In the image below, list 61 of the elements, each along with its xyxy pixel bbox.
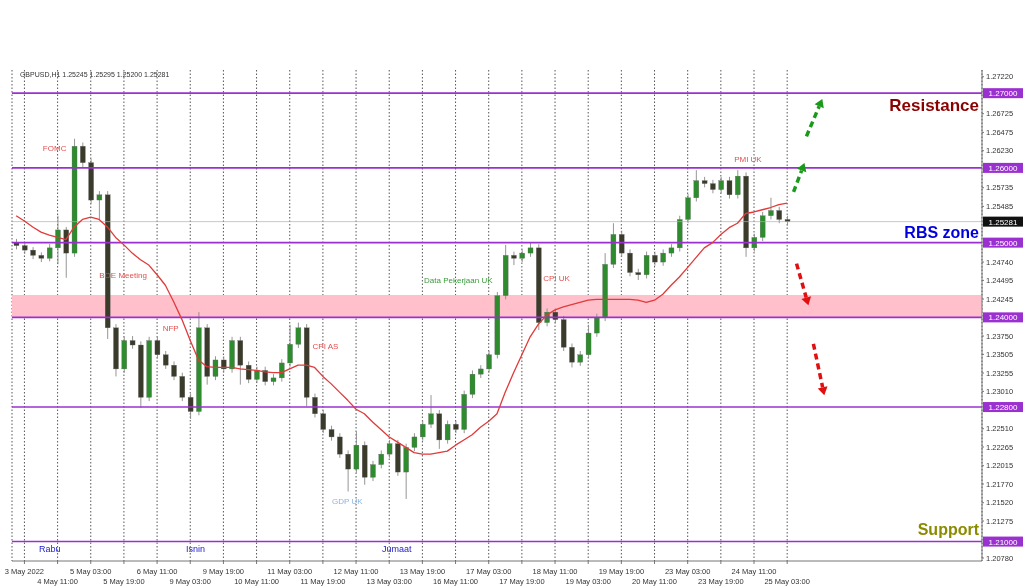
candlestick xyxy=(171,361,177,381)
candlestick xyxy=(585,324,592,359)
candlestick xyxy=(760,211,766,242)
candlestick xyxy=(643,251,650,279)
ref-line-label: 1.24000 xyxy=(988,313,1019,323)
candlestick xyxy=(652,251,658,267)
candlestick xyxy=(345,449,351,492)
annotation: RBS zone xyxy=(904,223,980,241)
candlestick xyxy=(619,230,625,258)
candlestick xyxy=(511,251,517,266)
annotation: Rabu xyxy=(38,544,61,555)
candlestick xyxy=(726,176,733,199)
candlestick xyxy=(569,343,575,368)
annotation: PMI UK xyxy=(734,155,763,164)
candlestick xyxy=(453,420,459,434)
ref-line-label: 1.22800 xyxy=(988,403,1019,413)
candlestick xyxy=(312,393,318,418)
candlestick xyxy=(154,336,161,359)
candlestick xyxy=(187,393,194,420)
annotation: CPI UK xyxy=(543,273,571,283)
candlestick xyxy=(370,460,376,482)
candlestick xyxy=(594,313,600,338)
candlestick xyxy=(337,432,343,459)
candlestick xyxy=(685,193,691,224)
candlestick xyxy=(63,226,69,279)
annotation: Support xyxy=(917,521,980,539)
candlestick xyxy=(287,324,293,368)
candlestick xyxy=(96,190,103,220)
annotation: GDP UK xyxy=(331,497,364,507)
annotation: Jumaat xyxy=(382,544,413,555)
candlestick xyxy=(469,369,476,399)
annotation: Resistance xyxy=(889,95,980,115)
annotation: Isnin xyxy=(185,544,205,555)
annotation: Data Pekerjaan UK xyxy=(424,275,494,285)
candlestick xyxy=(444,420,451,445)
candlestick xyxy=(420,420,426,442)
candlestick xyxy=(179,372,185,402)
candlestick xyxy=(735,169,741,199)
ref-line-label: 1.21000 xyxy=(988,537,1019,547)
candlestick xyxy=(279,358,285,383)
candlestick xyxy=(428,394,434,429)
ref-line-label: 1.26000 xyxy=(988,163,1019,173)
annotation: NFP xyxy=(162,324,179,334)
candlestick xyxy=(353,431,360,474)
candlestick xyxy=(80,142,86,169)
ref-line-label: 1.25000 xyxy=(988,238,1019,248)
annotation: FOMC xyxy=(42,144,67,154)
candlestick xyxy=(627,248,633,277)
candlestick xyxy=(30,246,36,260)
candlestick xyxy=(212,355,219,381)
candlestick xyxy=(55,215,61,265)
line-series xyxy=(15,202,788,455)
candlestick xyxy=(295,322,302,349)
candlestick xyxy=(768,197,774,220)
candlestick xyxy=(486,350,492,374)
ref-line-label: 1.25281 xyxy=(988,217,1019,227)
candlestick xyxy=(320,409,326,434)
candlestick xyxy=(710,179,716,194)
ref-line-label: 1.27000 xyxy=(988,89,1019,99)
annotation: CPI AS xyxy=(312,342,339,352)
candlestick xyxy=(693,169,699,202)
